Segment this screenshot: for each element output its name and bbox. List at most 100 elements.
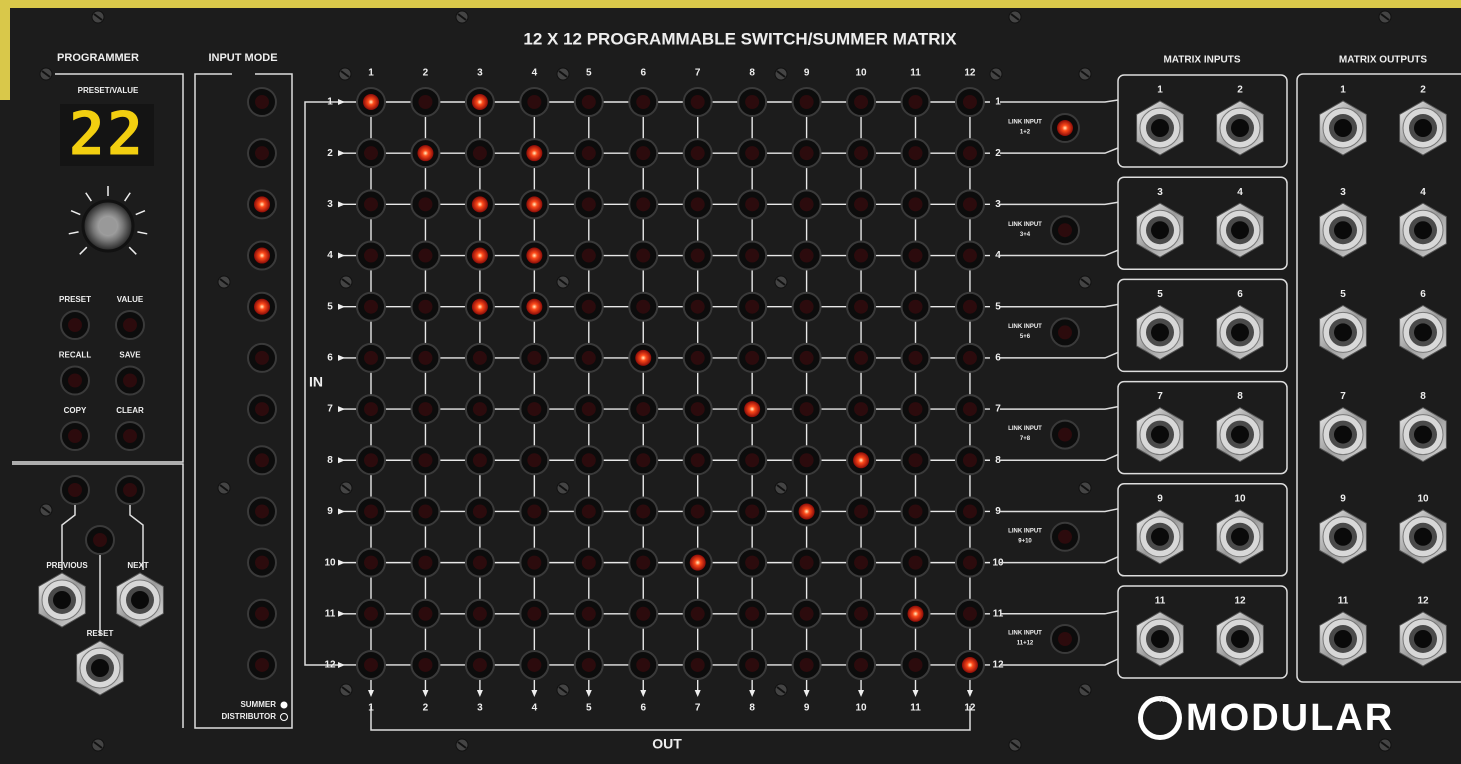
matrix-switch-led [854,300,868,314]
matrix-switch-led [582,607,596,621]
matrix-switch-led [636,146,650,160]
matrix-switch-led [745,607,759,621]
link-pair: 7+8 [1020,436,1031,442]
matrix-switch-led [363,94,379,110]
matrix-switch-led [854,249,868,263]
matrix-switch-led [745,504,759,518]
input-number: 1 [1157,85,1163,96]
input-number: 3 [1157,187,1163,198]
link-pair: 5+6 [1020,334,1031,340]
matrix-switch-led [364,249,378,263]
matrix-switch-led [527,95,541,109]
matrix-switch-led [527,402,541,416]
step-button-led [123,483,137,497]
column-label: 10 [855,68,867,79]
input-number: 6 [1237,289,1243,300]
matrix-switch-led [582,453,596,467]
output-jack-hole [1414,119,1432,137]
output-number: 5 [1340,289,1346,300]
column-label-bottom: 7 [695,703,701,714]
programmer-jack-hole [131,591,149,609]
column-label: 3 [477,68,483,79]
row-label: 8 [327,455,333,466]
matrix-switch-led [526,196,542,212]
column-label-bottom: 10 [855,703,867,714]
output-jack-hole [1414,630,1432,648]
programmer-title: PROGRAMMER [57,52,139,64]
matrix-switch-led [526,299,542,315]
matrix-switch-led [527,658,541,672]
matrix-switch-led [800,197,814,211]
input-jack-hole [1151,630,1169,648]
matrix-switch-led [909,146,923,160]
output-number: 6 [1420,289,1426,300]
column-label-bottom: 11 [910,703,921,714]
column-label: 12 [964,68,976,79]
output-jack-hole [1334,119,1352,137]
matrix-switch-led [963,249,977,263]
matrix-switch-led [745,556,759,570]
matrix-switch-led [364,607,378,621]
knob-cap [99,217,117,235]
matrix-switch-led [418,249,432,263]
row-label: 11 [325,608,336,619]
matrix-switch-led [909,95,923,109]
legend-summer: SUMMER [240,700,276,709]
matrix-switch-led [473,556,487,570]
matrix-switch-led [854,402,868,416]
input-mode-button-led [255,658,269,672]
matrix-switch-led [636,453,650,467]
row-label: 6 [327,353,333,364]
matrix-switch-led [582,351,596,365]
input-mode-button-led [255,146,269,160]
matrix-switch-led [472,299,488,315]
matrix-switch-led [909,658,923,672]
matrix-switch-led [691,607,705,621]
matrix-switch-led [417,145,433,161]
matrix-switch-led [963,402,977,416]
matrix-switch-led [582,556,596,570]
matrix-switch-led [472,196,488,212]
input-jack-hole [1231,426,1249,444]
column-label: 1 [368,68,374,79]
matrix-switch-led [526,145,542,161]
matrix-switch-led [418,658,432,672]
matrix-switch-led [527,504,541,518]
input-mode-button-led [255,351,269,365]
input-jack-hole [1231,323,1249,341]
legend-dot-filled [281,702,288,709]
matrix-switch-led [800,300,814,314]
matrix-switch-led [418,197,432,211]
matrix-switch-led [800,453,814,467]
matrix-switch-led [800,658,814,672]
link-pair: 3+4 [1020,232,1031,238]
output-number: 11 [1338,596,1349,607]
link-button-led [1057,120,1073,136]
input-mode-button-led [254,196,270,212]
matrix-switch-led [526,248,542,264]
output-number: 9 [1340,493,1346,504]
matrix-switch-led [418,95,432,109]
matrix-switch-led [418,351,432,365]
matrix-switch-led [473,351,487,365]
matrix-switch-led [963,504,977,518]
input-mode-button-led [255,607,269,621]
matrix-switch-led [636,556,650,570]
link-button-led [1058,428,1072,442]
matrix-switch-led [800,402,814,416]
matrix-switch-led [582,146,596,160]
output-number: 2 [1420,85,1426,96]
programmer-jack-hole [53,591,71,609]
matrix-switch-led [963,197,977,211]
column-label-bottom: 1 [368,703,374,714]
matrix-switch-led [691,453,705,467]
matrix-switch-led [527,351,541,365]
column-label-bottom: 5 [586,703,592,714]
input-jack-hole [1231,221,1249,239]
programmer-button-label: VALUE [117,295,144,304]
matrix-switch-led [691,197,705,211]
matrix-switch-led [963,453,977,467]
input-jack-hole [1231,630,1249,648]
output-number: 1 [1340,85,1346,96]
matrix-switch-led [418,556,432,570]
